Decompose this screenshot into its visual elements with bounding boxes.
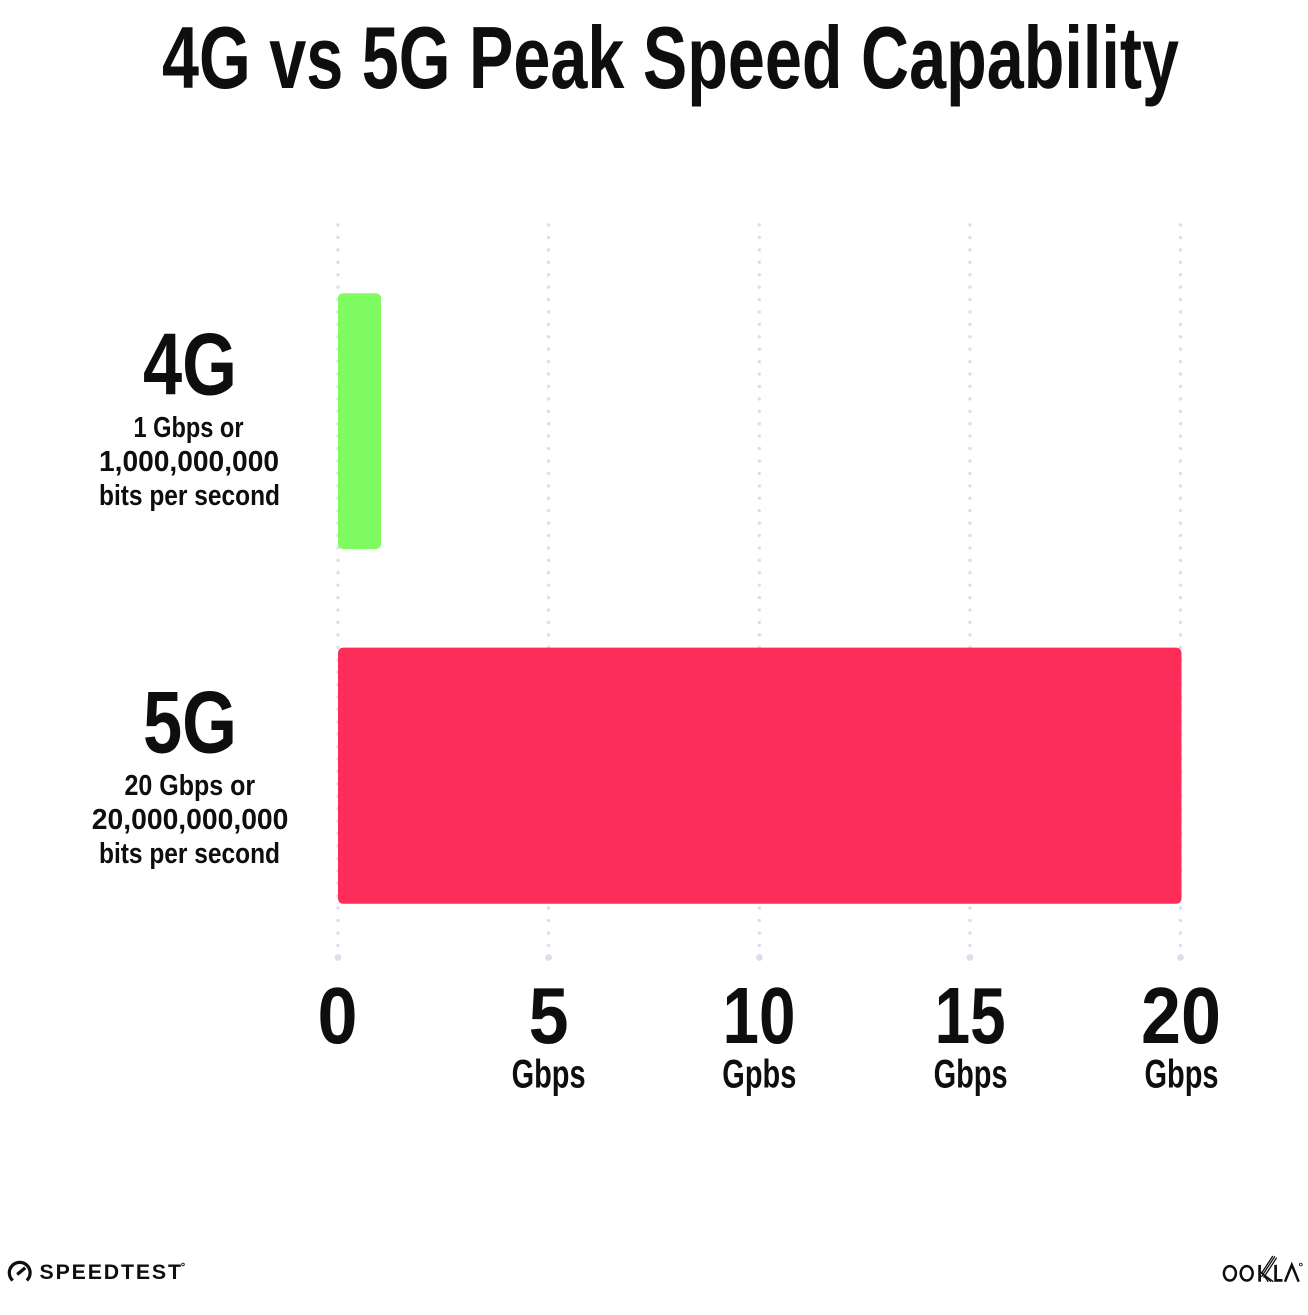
svg-text:15: 15 bbox=[935, 971, 1006, 1060]
svg-text:4G: 4G bbox=[143, 315, 237, 414]
svg-text:5: 5 bbox=[529, 971, 569, 1060]
svg-text:Gbps: Gbps bbox=[934, 1053, 1008, 1097]
svg-text:5G: 5G bbox=[143, 673, 237, 772]
svg-text:20 Gbps or: 20 Gbps or bbox=[125, 770, 256, 802]
svg-text:Gbps: Gbps bbox=[1145, 1053, 1219, 1097]
svg-text:10: 10 bbox=[723, 971, 796, 1060]
svg-text:Gpbs: Gpbs bbox=[722, 1053, 796, 1097]
svg-text:0: 0 bbox=[318, 971, 358, 1060]
svg-text:bits per second: bits per second bbox=[99, 838, 280, 870]
svg-text:bits per second: bits per second bbox=[99, 480, 280, 512]
svg-text:Gbps: Gbps bbox=[512, 1053, 586, 1097]
svg-text:20: 20 bbox=[1141, 971, 1221, 1060]
svg-text:1 Gbps or: 1 Gbps or bbox=[134, 412, 244, 444]
svg-text:SPEEDTEST: SPEEDTEST bbox=[40, 1260, 182, 1284]
svg-text:4G vs 5G Peak Speed Capability: 4G vs 5G Peak Speed Capability bbox=[162, 8, 1179, 107]
svg-text:1,000,000,000: 1,000,000,000 bbox=[99, 446, 279, 478]
svg-text:20,000,000,000: 20,000,000,000 bbox=[92, 804, 289, 836]
